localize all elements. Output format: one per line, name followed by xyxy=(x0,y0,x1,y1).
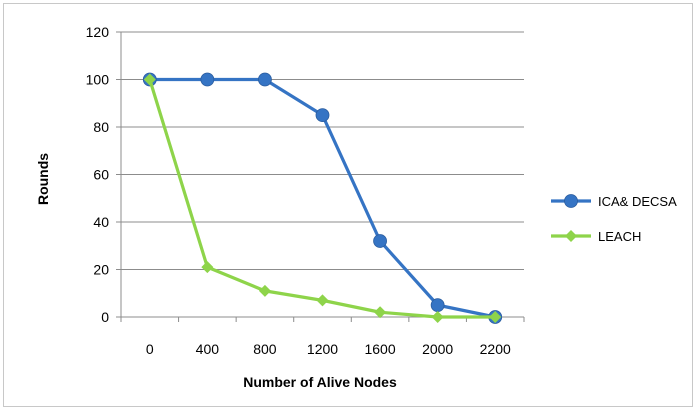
data-point xyxy=(143,73,156,86)
data-point xyxy=(200,72,215,87)
data-point xyxy=(258,72,272,87)
x-tick-label: 2000 xyxy=(422,341,453,357)
series-lines xyxy=(142,72,503,324)
x-tick-label: 1200 xyxy=(307,341,338,357)
y-tick-label: 0 xyxy=(101,309,109,325)
y-axis-title: Rounds xyxy=(35,153,51,205)
y-tick-label: 120 xyxy=(86,24,110,40)
data-point xyxy=(316,294,329,307)
axes xyxy=(116,31,525,322)
data-point xyxy=(315,108,330,123)
y-tick-labels: 0 20 40 60 80 100 120 xyxy=(86,24,110,325)
legend: ICA& DECSA LEACH xyxy=(551,194,677,244)
y-tick-label: 40 xyxy=(93,214,109,230)
x-tick-labels: 0 400 800 1200 1600 2000 2200 xyxy=(146,341,511,357)
legend-label: ICA& DECSA xyxy=(598,194,677,209)
data-point xyxy=(489,311,502,323)
x-tick-label: 2200 xyxy=(480,341,511,357)
data-point xyxy=(431,311,444,323)
y-tick-label: 60 xyxy=(93,167,109,183)
chart-frame: 0 20 40 60 80 100 120 0 400 800 1200 1600 2000 2200 … xyxy=(3,3,693,407)
data-point xyxy=(374,306,387,319)
legend-marker xyxy=(565,230,577,242)
data-point xyxy=(258,284,271,297)
y-tick-label: 20 xyxy=(93,262,109,278)
x-tick-label: 0 xyxy=(146,341,154,357)
legend-label: LEACH xyxy=(598,229,641,244)
legend-marker xyxy=(564,194,578,208)
data-point xyxy=(430,298,445,313)
x-tick-label: 800 xyxy=(253,341,277,357)
y-tick-label: 100 xyxy=(86,72,110,88)
data-point xyxy=(373,234,387,248)
data-point xyxy=(201,261,214,274)
y-tick-label: 80 xyxy=(93,119,109,135)
gridlines xyxy=(121,31,524,270)
x-tick-label: 1600 xyxy=(364,341,395,357)
x-tick-label: 400 xyxy=(196,341,220,357)
x-axis-title: Number of Alive Nodes xyxy=(243,374,397,390)
